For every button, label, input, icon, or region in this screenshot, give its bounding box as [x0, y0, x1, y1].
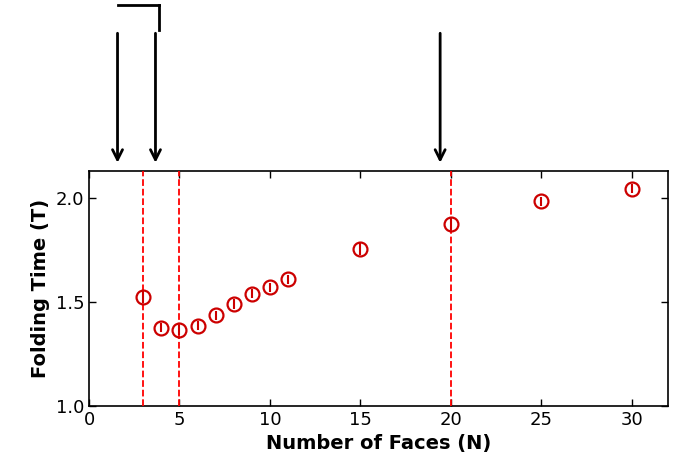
X-axis label: Number of Faces (N): Number of Faces (N): [266, 434, 491, 453]
Y-axis label: Folding Time (T): Folding Time (T): [31, 199, 50, 378]
